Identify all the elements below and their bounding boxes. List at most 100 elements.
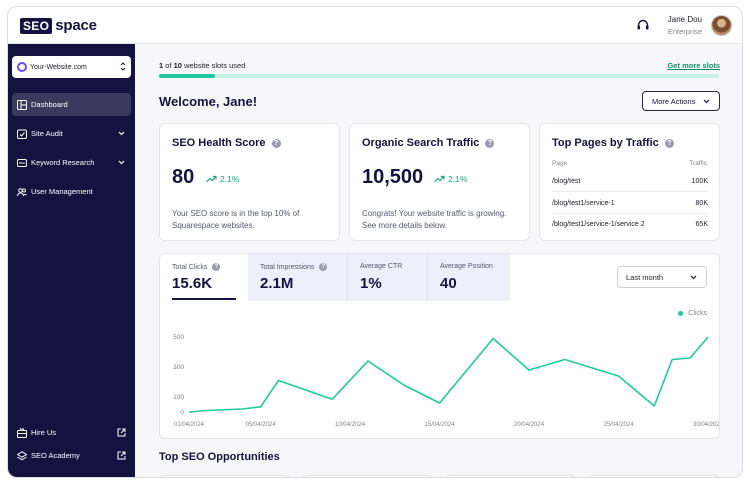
organic-traffic-card: Organic Search Traffic? 10,500 2.1% Cong…: [349, 123, 530, 241]
card-title: Top Pages by Traffic?: [552, 137, 674, 149]
y-tick-label: 100: [173, 394, 184, 401]
sidebar-item-label: Hire Us: [31, 428, 57, 437]
chevron-down-icon: [118, 131, 125, 136]
briefcase-icon: [17, 428, 27, 438]
metric-tab-average-ctr[interactable]: Average CTR 1%: [347, 254, 427, 301]
metric-tab-total-impressions[interactable]: Total Impressions? 2.1M: [248, 254, 347, 301]
page-path: /blog/test1/service-1: [552, 200, 615, 207]
sidebar-item-hire-us[interactable]: Hire Us: [12, 421, 131, 444]
opportunity-card: [159, 475, 291, 477]
period-select[interactable]: Last month: [617, 266, 707, 288]
sidebar-item-label: Dashboard: [31, 100, 68, 109]
health-score-delta: 2.1%: [206, 174, 239, 184]
help-icon[interactable]: ?: [319, 263, 328, 271]
audit-icon: [17, 129, 27, 139]
page-traffic: 80K: [695, 200, 708, 207]
clicks-series-line[interactable]: [188, 336, 709, 413]
metric-label: Total Clicks?: [172, 263, 221, 271]
column-header-traffic: Traffic: [689, 160, 707, 167]
website-icon: [17, 62, 27, 72]
page-title: Welcome, Jane!: [159, 94, 258, 109]
get-more-slots-link[interactable]: Get more slots: [667, 61, 720, 70]
traffic-description: Congrats! Your website traffic is growin…: [362, 209, 507, 230]
x-tick-label: 20/04/2024: [514, 422, 545, 428]
traffic-delta: 2.1%: [434, 174, 467, 184]
sidebar-item-label: Site Audit: [31, 129, 63, 138]
sidebar: Your-Website.com Dashboard Site Audit: [8, 44, 135, 477]
sidebar-item-label: SEO Academy: [31, 451, 80, 460]
seo-health-card: SEO Health Score? 80 2.1% Your SEO score…: [159, 123, 340, 241]
chart-legend: Clicks: [678, 310, 707, 317]
x-tick-label: 30/04/2024: [693, 422, 720, 428]
metric-tab-total-clicks[interactable]: Total Clicks? 15.6K: [160, 254, 248, 301]
sidebar-item-label: Keyword Research: [31, 158, 95, 167]
chevron-down-icon: [118, 160, 125, 165]
trend-up-icon: [206, 175, 217, 183]
x-tick-label: 15/04/2024: [425, 422, 456, 428]
user-plan: Enterprise: [667, 27, 702, 36]
x-tick-label: 10/04/2024: [335, 422, 366, 428]
chevron-down-icon: [690, 275, 697, 280]
card-title: Organic Search Traffic?: [362, 137, 495, 149]
external-link-icon: [117, 428, 126, 437]
chevron-updown-icon: [120, 62, 126, 71]
top-pages-card: Top Pages by Traffic? Page Traffic /blog…: [539, 123, 720, 241]
more-actions-button[interactable]: More Actions: [642, 91, 720, 111]
help-icon[interactable]: ?: [271, 138, 281, 148]
dashboard-icon: [17, 99, 27, 110]
x-tick-label: 01/04/2024: [174, 422, 205, 428]
external-link-icon: [117, 451, 126, 460]
top-bar: SEO space Jane Dou Enterprise: [8, 7, 742, 44]
help-icon[interactable]: ?: [664, 138, 674, 148]
sidebar-item-seo-academy[interactable]: SEO Academy: [12, 444, 131, 467]
users-icon: [17, 187, 27, 196]
metric-tab-average-position[interactable]: Average Position 40: [427, 254, 510, 301]
metric-value: 40: [440, 275, 457, 292]
table-row[interactable]: /blog/test1/service-1/service 2 65K: [552, 214, 708, 234]
page-traffic: 65K: [695, 220, 708, 228]
section-title: Top SEO Opportunities: [159, 451, 280, 463]
y-tick-label: 500: [173, 334, 184, 341]
opportunity-card: [444, 475, 576, 477]
main-content: 1 of 10 website slots used Get more slot…: [135, 44, 742, 477]
period-value: Last month: [626, 272, 664, 282]
more-actions-label: More Actions: [652, 96, 696, 106]
x-tick-label: 25/04/2024: [604, 422, 635, 428]
metric-value: 15.6K: [172, 275, 213, 292]
chevron-down-icon: [703, 99, 710, 104]
sidebar-item-keyword-research[interactable]: Keyword Research: [12, 151, 131, 174]
sidebar-item-dashboard[interactable]: Dashboard: [12, 93, 131, 116]
slots-usage-text: 1 of 10 website slots used: [159, 61, 246, 70]
health-score-value: 80: [172, 166, 195, 188]
table-row[interactable]: /blog/test 100K: [552, 172, 708, 192]
logo[interactable]: SEO space: [20, 17, 97, 34]
help-icon[interactable]: ?: [212, 263, 221, 271]
sidebar-item-site-audit[interactable]: Site Audit: [12, 122, 131, 145]
opportunity-card: [301, 475, 433, 477]
table-row[interactable]: /blog/test1/service-1 80K: [552, 194, 708, 214]
help-icon[interactable]: ?: [485, 138, 495, 148]
legend-swatch: [678, 311, 684, 316]
card-title: SEO Health Score?: [172, 137, 281, 149]
metric-value: 1%: [360, 275, 382, 292]
metric-label: Average Position: [440, 263, 493, 270]
headset-icon[interactable]: [636, 18, 650, 32]
avatar[interactable]: [711, 15, 732, 36]
x-tick-label: 05/04/2024: [246, 422, 277, 428]
user-name[interactable]: Jane Dou: [667, 15, 702, 24]
logo-mark: SEO: [20, 17, 53, 34]
website-selector[interactable]: Your-Website.com: [12, 56, 131, 78]
metric-label: Total Impressions?: [260, 263, 328, 271]
keyword-icon: [17, 158, 27, 167]
slots-progress-bar: [159, 74, 719, 78]
metric-value: 2.1M: [260, 275, 294, 292]
sidebar-item-user-management[interactable]: User Management: [12, 180, 131, 203]
clicks-line-chart: 500 300 100 0 01/04/2024 05/04/2024 10/04/2024…: [173, 334, 720, 428]
trend-up-icon: [434, 175, 445, 183]
academy-icon: [17, 450, 27, 460]
traffic-value: 10,500: [362, 166, 424, 188]
performance-card: Total Clicks? 15.6K Total Impressions? 2…: [159, 253, 720, 439]
column-header-page: Page: [552, 160, 568, 167]
website-name: Your-Website.com: [30, 63, 87, 71]
opportunity-card: [587, 475, 720, 477]
